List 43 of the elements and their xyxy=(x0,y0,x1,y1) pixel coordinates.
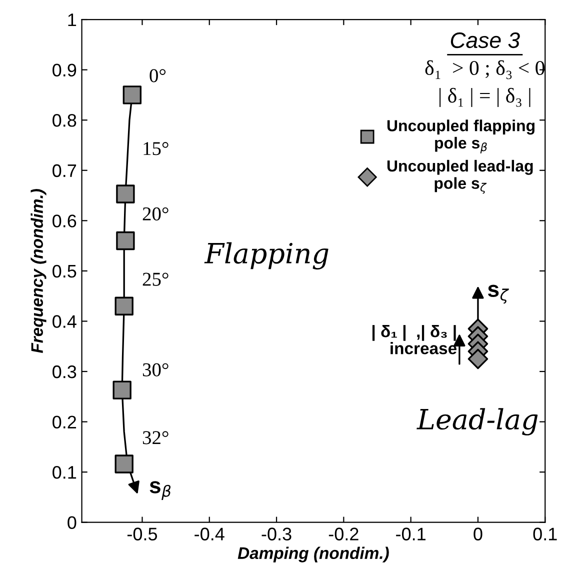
y-tick-label: 0.4 xyxy=(52,315,76,328)
x-tick-label: -0.2 xyxy=(328,528,358,540)
point xyxy=(114,454,134,474)
x-tick-label: -0.3 xyxy=(262,528,292,540)
x-tick-label: -0.4 xyxy=(194,528,224,540)
x-axis-title: Damping (nondim.) xyxy=(238,546,389,562)
y-tick-label: 0.6 xyxy=(52,214,76,228)
annotation: s$_{β}$ xyxy=(150,481,171,500)
annotation: | δ₁ | = | δ₃ | xyxy=(440,88,530,107)
point xyxy=(468,348,488,370)
point xyxy=(116,231,135,250)
annotation: 0° xyxy=(150,69,166,82)
annotation: δ₁ > 0 ; δ₃ < 0 xyxy=(425,60,544,80)
y-tick-label: 0.9 xyxy=(52,64,76,77)
annotation: 20° xyxy=(142,207,168,220)
y-tick-label: 0 xyxy=(68,516,76,530)
point xyxy=(114,296,134,316)
y-tick-label: 0.7 xyxy=(52,164,76,178)
y-axis-title: Frequency (nondim.) xyxy=(30,189,46,354)
y-tick-label: 0.5 xyxy=(52,264,76,278)
y-tick-label: 0.8 xyxy=(52,114,76,127)
annotation: 25° xyxy=(142,272,168,286)
annotation: Lead-lag xyxy=(416,408,538,436)
y-tick-label: 0.3 xyxy=(52,365,76,378)
annotation: s$_{ζ}$ xyxy=(488,284,509,304)
y-tick-label: 0.1 xyxy=(52,466,76,479)
y-tick-label: 0.2 xyxy=(52,416,76,428)
x-tick-label: 0 xyxy=(474,528,482,540)
x-tick-label: -0.1 xyxy=(396,528,426,540)
point xyxy=(122,86,142,104)
x-tick-label: 0.1 xyxy=(533,528,557,540)
x-tick-label: -0.5 xyxy=(127,528,158,540)
annotation: 32° xyxy=(142,431,168,444)
annotation: 30° xyxy=(142,363,168,376)
annotation: Case 3 xyxy=(450,32,520,48)
legend-label: Uncoupled flapping pole s$_{β}$ xyxy=(387,120,534,154)
y-tick-label: 1 xyxy=(68,14,76,26)
legend-label: Uncoupled lead-lag pole s$_{ζ}$ xyxy=(387,160,533,194)
annotation: | δ₁ | ,| δ₃ | increase xyxy=(372,325,457,354)
annotation: 15° xyxy=(144,142,168,156)
annotation: Flapping xyxy=(204,242,328,270)
point xyxy=(116,184,135,204)
point xyxy=(112,380,132,400)
